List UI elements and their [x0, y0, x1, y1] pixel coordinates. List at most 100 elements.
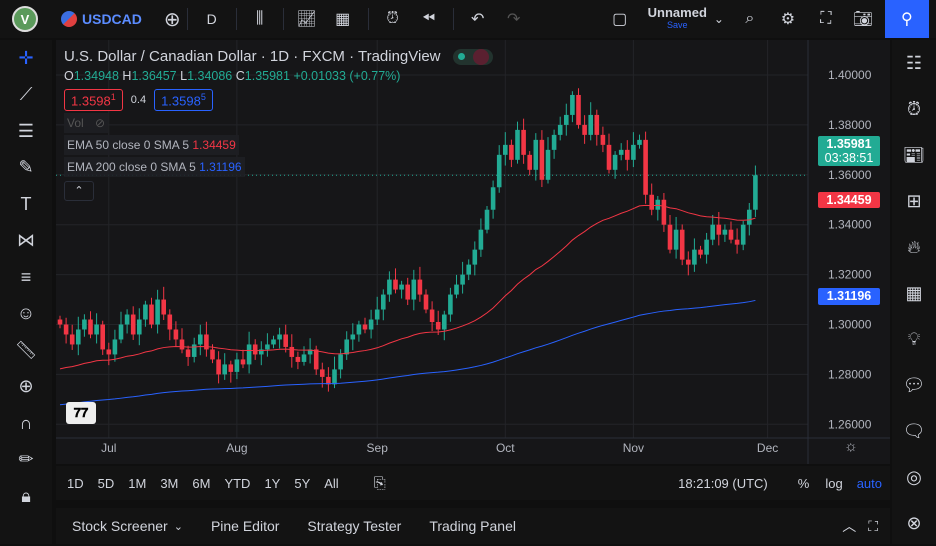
text-icon[interactable]: T: [20, 193, 32, 214]
flag-icon: [60, 0, 78, 38]
range-6m[interactable]: 6M: [192, 475, 211, 491]
clock[interactable]: 18:21:09 (UTC): [678, 475, 768, 491]
percent-toggle[interactable]: %: [797, 475, 810, 491]
publish-icon[interactable]: ⚲: [884, 0, 929, 38]
candle-body: [149, 304, 154, 325]
log-toggle[interactable]: log: [825, 475, 843, 491]
x-tick-label: Jul: [101, 441, 116, 455]
y-tick-label: 1.38000: [828, 118, 872, 132]
maximize-panel-icon[interactable]: ⛶: [868, 517, 878, 534]
calendar-icon[interactable]: ▦: [905, 282, 923, 303]
candle-body: [728, 229, 734, 240]
prediction-icon[interactable]: ≡: [20, 266, 32, 287]
y-tick-label: 1.26000: [828, 417, 872, 431]
help-icon[interactable]: ⊗: [906, 512, 922, 533]
fib-icon[interactable]: ☰: [17, 120, 35, 141]
data-window-icon[interactable]: ⊞: [906, 190, 922, 211]
vol-label: Vol: [67, 116, 84, 131]
range-5y[interactable]: 5Y: [294, 475, 311, 491]
chevron-down-icon[interactable]: ⌄: [173, 520, 183, 533]
candle-body: [600, 134, 606, 145]
chart-pane[interactable]: 1.40000 1.38000 1.36000 1.34000 1.32000 1.300…: [56, 40, 890, 464]
emoji-icon[interactable]: ☺: [16, 303, 36, 324]
search-icon[interactable]: ⌕: [745, 10, 755, 27]
tab-strategy-tester[interactable]: Strategy Tester: [307, 518, 402, 534]
brush-icon[interactable]: ✎: [18, 157, 34, 178]
range-1d[interactable]: 1D: [67, 475, 84, 491]
undo-icon[interactable]: ↶: [470, 11, 485, 28]
pattern-icon[interactable]: ⋈: [17, 230, 35, 251]
chats-icon[interactable]: 💬︎: [902, 374, 926, 395]
alerts-icon[interactable]: ⏰︎: [906, 98, 922, 119]
fullscreen-icon[interactable]: ⛶: [820, 10, 832, 27]
layout-name-button[interactable]: Unnamed Save: [648, 6, 707, 31]
candle-body: [332, 369, 337, 385]
signals-icon[interactable]: ◎: [906, 466, 922, 487]
sell-button[interactable]: 1.35981: [64, 89, 123, 112]
buy-button[interactable]: 1.35985: [154, 89, 213, 112]
templates-icon[interactable]: ▦: [335, 11, 351, 28]
range-3m[interactable]: 3M: [160, 475, 179, 491]
avatar[interactable]: V: [12, 6, 38, 32]
magnet-icon[interactable]: ∩: [19, 412, 33, 433]
watchlist-icon[interactable]: ☷: [905, 52, 923, 73]
tab-trading-panel[interactable]: Trading Panel: [429, 518, 516, 534]
date-range-icon[interactable]: ⎘: [373, 474, 386, 492]
interval-button[interactable]: D: [206, 11, 217, 27]
candle-body: [606, 144, 612, 170]
range-1m[interactable]: 1M: [128, 475, 147, 491]
gear-icon[interactable]: ⚙: [780, 11, 796, 28]
redo-icon[interactable]: ↷: [506, 11, 521, 28]
range-all[interactable]: All: [324, 475, 339, 491]
eye-off-icon[interactable]: ⊘: [95, 116, 106, 131]
ema50-line: [59, 204, 756, 370]
indicators-icon[interactable]: 📈︎: [296, 11, 317, 28]
lock-icon[interactable]: 🔒︎: [21, 485, 31, 506]
last-price: 1.35981: [826, 137, 872, 151]
range-ytd[interactable]: YTD: [224, 475, 251, 491]
compare-add-icon[interactable]: ⊕: [163, 8, 181, 31]
market-status-icon[interactable]: [452, 48, 493, 65]
layout-icon[interactable]: ▢: [612, 11, 628, 28]
high-label: H: [122, 69, 132, 83]
collapse-panel-icon[interactable]: ︿: [842, 518, 857, 534]
camera-icon[interactable]: 📷︎: [852, 11, 874, 28]
price-chart[interactable]: 1.40000 1.38000 1.36000 1.34000 1.32000 1.300…: [56, 40, 890, 464]
range-1y[interactable]: 1Y: [264, 475, 281, 491]
replay-icon[interactable]: ⏪︎: [422, 10, 436, 27]
candle-body: [69, 334, 75, 345]
tab-stock-screener[interactable]: Stock Screener: [72, 518, 168, 534]
candle-body: [533, 139, 539, 170]
hotlists-icon[interactable]: 🔥︎: [907, 236, 921, 257]
ideas-icon[interactable]: 💡︎: [907, 328, 921, 349]
candle-body: [679, 229, 685, 260]
candle-body: [210, 349, 215, 360]
candle-body: [155, 299, 160, 325]
ema200-indicator[interactable]: EMA 200 close 0 SMA 5 1.31196: [64, 157, 245, 178]
volume-indicator[interactable]: Vol ⊘: [64, 113, 109, 134]
timezone-gear-icon[interactable]: ☼: [844, 438, 858, 455]
ruler-icon[interactable]: 📏︎: [14, 339, 38, 360]
candle-body: [82, 319, 87, 330]
lock-drawing-icon[interactable]: ✏: [18, 449, 34, 470]
tradingview-logo[interactable]: 𝟕𝟕: [66, 402, 96, 424]
chevron-down-icon[interactable]: ⌄: [713, 12, 724, 26]
range-5d[interactable]: 5D: [97, 475, 115, 491]
trendline-icon[interactable]: ⟋: [19, 84, 33, 105]
messages-icon[interactable]: 🗨︎: [902, 420, 926, 441]
news-icon[interactable]: 📰︎: [902, 144, 926, 165]
symbol-search[interactable]: USDCAD: [82, 11, 142, 27]
alert-icon[interactable]: ⏰︎: [386, 10, 399, 27]
candle-body: [222, 364, 227, 375]
collapse-legend-button[interactable]: ⌃: [64, 181, 94, 202]
candles-icon[interactable]: ⫼: [255, 10, 264, 27]
candle-body: [405, 284, 410, 300]
sell-price-pip: 1: [110, 92, 116, 102]
tab-pine-editor[interactable]: Pine Editor: [210, 518, 280, 534]
auto-toggle[interactable]: auto: [856, 475, 882, 491]
candle-body: [448, 294, 453, 315]
ema50-indicator[interactable]: EMA 50 close 0 SMA 5 1.34459: [64, 135, 239, 156]
zoom-in-icon[interactable]: ⊕: [18, 376, 34, 397]
candle-body: [484, 209, 490, 230]
crosshair-icon[interactable]: ✛: [18, 47, 34, 68]
